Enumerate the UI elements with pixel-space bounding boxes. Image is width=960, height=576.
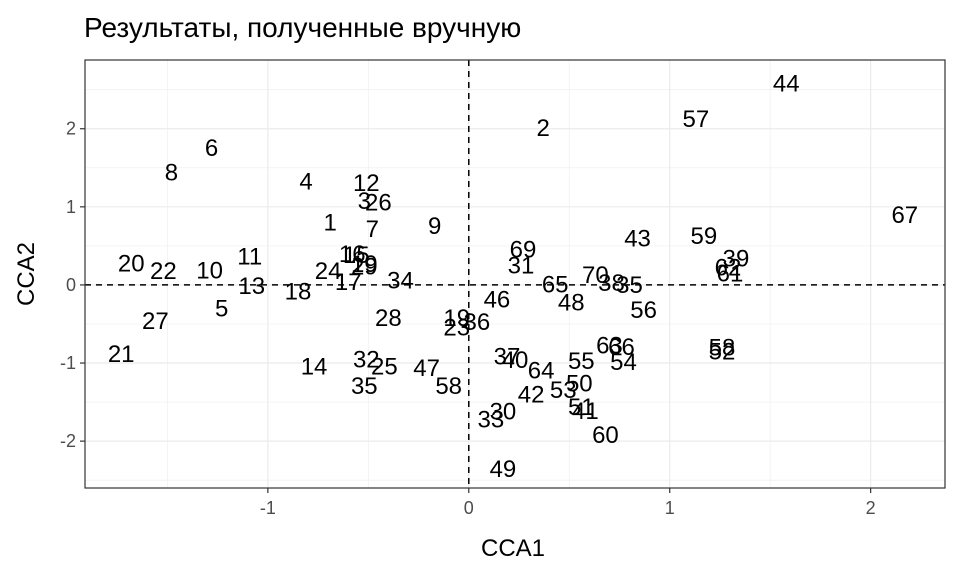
point-label-18: 18: [285, 278, 312, 305]
point-label-38: 38: [598, 270, 625, 297]
point-label-62: 62: [715, 254, 742, 281]
point-label-34: 34: [387, 268, 414, 295]
point-label-52: 52: [709, 339, 736, 366]
point-label-53: 53: [550, 377, 577, 404]
point-label-5: 5: [215, 296, 228, 323]
point-label-3: 3: [358, 188, 371, 215]
point-label-32: 32: [353, 346, 380, 373]
point-label-24: 24: [315, 258, 342, 285]
point-label-22: 22: [150, 258, 177, 285]
point-label-49: 49: [490, 456, 517, 483]
point-label-35: 35: [351, 373, 378, 400]
point-label-54: 54: [610, 349, 637, 376]
point-label-29: 29: [351, 253, 378, 280]
point-label-46: 46: [484, 286, 511, 313]
point-label-51: 51: [568, 394, 595, 421]
point-label-36: 36: [463, 309, 490, 336]
point-label-14: 14: [301, 353, 328, 380]
x-tick-label: 1: [665, 498, 675, 518]
point-label-58: 58: [435, 373, 462, 400]
point-label-33: 33: [478, 407, 505, 434]
point-label-41: 41: [572, 398, 599, 425]
point-label-4: 4: [299, 168, 312, 195]
point-label-23: 23: [443, 314, 470, 341]
point-label-35: 35: [616, 272, 643, 299]
chart-title: Результаты, полученные вручную: [84, 12, 522, 43]
point-label-39: 39: [723, 246, 750, 273]
point-label-19: 19: [351, 251, 378, 278]
point-label-70: 70: [582, 262, 609, 289]
grid: [85, 60, 945, 488]
point-label-57: 57: [682, 106, 709, 133]
panel-border: [84, 59, 946, 489]
reference-lines: [85, 60, 945, 488]
point-label-9: 9: [428, 213, 441, 240]
point-label-31: 31: [508, 253, 535, 280]
point-label-37: 37: [494, 343, 521, 370]
point-label-7: 7: [366, 216, 379, 243]
point-label-12: 12: [353, 170, 380, 197]
point-label-16: 16: [339, 241, 366, 268]
point-label-67: 67: [891, 202, 918, 229]
point-label-26: 26: [365, 189, 392, 216]
point-label-48: 48: [558, 289, 585, 316]
point-label-19: 19: [443, 305, 470, 332]
point-label-20: 20: [118, 250, 145, 277]
point-label-25: 25: [371, 353, 398, 380]
point-label-43: 43: [624, 225, 651, 252]
point-label-69: 69: [510, 236, 537, 263]
point-label-60: 60: [592, 422, 619, 449]
point-label-59: 59: [691, 223, 718, 250]
y-tick-label: -1: [60, 353, 76, 373]
point-label-44: 44: [773, 71, 800, 98]
point-label-27: 27: [142, 308, 169, 335]
point-label-65: 65: [542, 271, 569, 298]
y-tick-label: 1: [66, 197, 76, 217]
point-label-56: 56: [630, 297, 657, 324]
point-label-58: 58: [709, 335, 736, 362]
point-label-55: 55: [568, 348, 595, 375]
point-label-15: 15: [343, 242, 370, 269]
point-label-64: 64: [528, 357, 555, 384]
point-label-63: 63: [596, 332, 623, 359]
point-label-40: 40: [502, 347, 529, 374]
point-label-21: 21: [108, 341, 135, 368]
point-label-28: 28: [375, 305, 402, 332]
y-axis-title: CCA2: [13, 242, 40, 306]
point-label-13: 13: [238, 273, 265, 300]
point-label-17: 17: [335, 269, 362, 296]
point-label-11: 11: [237, 243, 262, 270]
point-label-61: 61: [717, 261, 744, 288]
point-label-66: 66: [608, 334, 635, 361]
point-label-1: 1: [323, 210, 336, 237]
x-tick-label: 2: [866, 498, 876, 518]
point-label-42: 42: [518, 382, 545, 409]
x-tick-label: 0: [464, 498, 474, 518]
point-label-2: 2: [536, 115, 549, 142]
point-label-10: 10: [196, 257, 223, 284]
y-tick-label: -2: [60, 431, 76, 451]
point-label-6: 6: [205, 135, 218, 162]
point-label-30: 30: [490, 399, 517, 426]
point-label-50: 50: [566, 371, 593, 398]
x-axis-title: CCA1: [481, 535, 545, 562]
y-tick-label: 0: [66, 275, 76, 295]
y-tick-label: 2: [66, 119, 76, 139]
point-label-47: 47: [413, 355, 440, 382]
x-tick-label: -1: [260, 498, 276, 518]
point-label-8: 8: [165, 160, 178, 187]
